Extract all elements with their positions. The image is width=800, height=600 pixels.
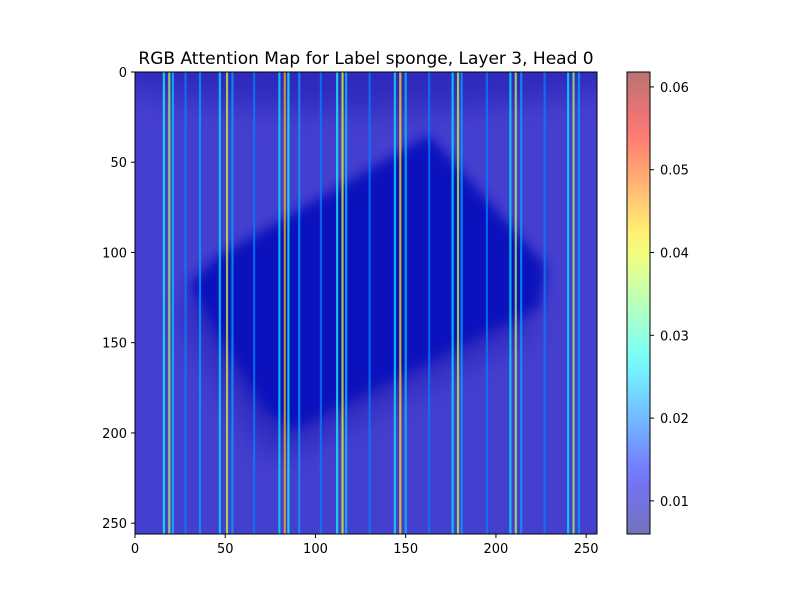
attention-column — [168, 72, 171, 534]
x-tick-label: 200 — [484, 542, 509, 557]
x-tick-label: 0 — [131, 542, 139, 557]
y-tick-label: 50 — [110, 156, 127, 171]
attention-column — [460, 72, 463, 534]
attention-column — [404, 72, 407, 534]
x-tick-label: 50 — [217, 542, 234, 557]
attention-column — [485, 72, 488, 534]
attention-column — [287, 72, 290, 534]
attention-column — [283, 72, 286, 534]
attention-column — [198, 72, 202, 534]
y-tick-label: 250 — [102, 517, 127, 532]
y-tick-label: 150 — [102, 337, 127, 352]
attention-column — [345, 72, 348, 534]
x-axis: 0 50 100 150 200 250 — [131, 534, 599, 557]
attention-column — [184, 72, 187, 534]
attention-column — [278, 72, 281, 534]
attention-column — [567, 72, 570, 534]
colorbar-tick-label: 0.02 — [660, 412, 689, 427]
attention-column — [218, 72, 221, 534]
attention-column — [298, 72, 301, 534]
attention-column — [336, 72, 339, 534]
attention-column — [162, 72, 165, 534]
plot-frame — [134, 71, 598, 535]
colorbar-tick-label: 0.03 — [660, 329, 689, 344]
colorbar-frame — [626, 71, 651, 535]
attention-column — [543, 72, 546, 534]
x-tick-label: 250 — [574, 542, 599, 557]
attention-column — [319, 72, 322, 534]
attention-column — [577, 72, 581, 534]
attention-column — [572, 72, 575, 534]
attention-column — [341, 72, 344, 534]
attention-column — [399, 72, 402, 534]
colorbar-tick-label: 0.01 — [660, 495, 689, 510]
attention-column — [225, 72, 229, 534]
attention-baseline — [135, 72, 597, 534]
colorbar-tick-label: 0.06 — [660, 81, 689, 96]
attention-column — [456, 72, 460, 534]
colorbar-tick-label: 0.04 — [660, 246, 689, 261]
attention-column — [368, 72, 371, 534]
x-tick-label: 150 — [393, 542, 418, 557]
x-tick-label: 100 — [303, 542, 328, 557]
attention-column — [393, 72, 396, 534]
attention-column — [451, 72, 454, 534]
attention-column — [171, 72, 174, 534]
attention-column — [231, 72, 234, 534]
chart-title: RGB Attention Map for Label sponge, Laye… — [138, 49, 593, 69]
attention-column — [428, 72, 431, 534]
y-axis: 0 50 100 150 200 250 — [102, 66, 135, 532]
attention-column — [514, 72, 517, 534]
y-tick-label: 200 — [102, 427, 127, 442]
attention-overlay — [135, 72, 597, 534]
plot-area — [135, 72, 597, 534]
y-tick-label: 100 — [102, 246, 127, 261]
y-tick-label: 0 — [119, 66, 127, 81]
attention-column — [520, 72, 523, 534]
attention-column — [509, 72, 512, 534]
colorbar: 0.01 0.02 0.03 0.04 0.05 0.06 — [626, 71, 689, 535]
colorbar-ticks: 0.01 0.02 0.03 0.04 0.05 0.06 — [650, 81, 689, 510]
colorbar-gradient — [627, 72, 650, 534]
attention-column — [253, 72, 256, 534]
colorbar-tick-label: 0.05 — [660, 164, 689, 179]
